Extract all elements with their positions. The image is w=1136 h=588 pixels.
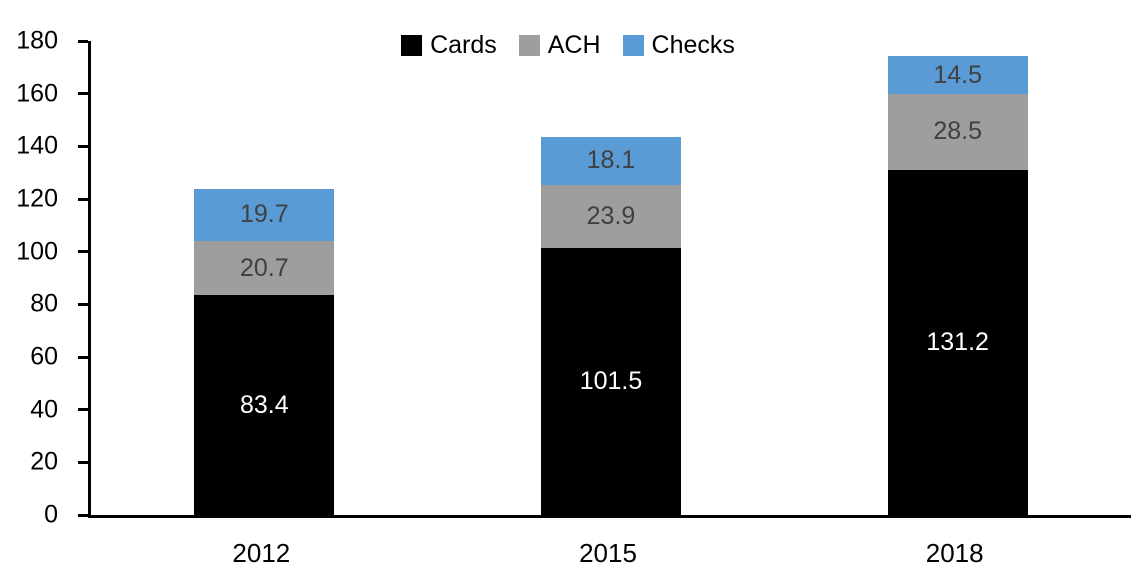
legend-item-ach: ACH xyxy=(518,31,601,59)
legend-label: Checks xyxy=(651,31,735,59)
legend-label: Cards xyxy=(430,31,497,59)
y-axis-tick-mark xyxy=(78,302,88,306)
y-axis-tick-label: 20 xyxy=(30,447,58,476)
segment-checks-2018: 14.5 xyxy=(887,56,1028,95)
y-axis-tick-label: 40 xyxy=(30,395,58,424)
y-axis-tick-label: 60 xyxy=(30,342,58,371)
y-axis-labels: 0 20 40 60 80 100 120 140 160 180 xyxy=(0,28,58,527)
y-axis-tick-mark xyxy=(78,460,88,464)
y-axis-tick-mark xyxy=(78,250,88,254)
segment-ach-2012: 20.7 xyxy=(194,240,335,296)
segment-cards-2012: 83.4 xyxy=(194,295,335,515)
bars: 19.7 20.7 83.4 18.1 23.9 101.5 14.5 28.5 131.2 xyxy=(91,41,1131,515)
legend-label: ACH xyxy=(547,31,601,59)
y-axis-tick-label: 0 xyxy=(44,500,58,529)
x-axis-tick-label: 2012 xyxy=(232,538,291,568)
y-axis-tick-mark xyxy=(78,92,88,96)
legend-item-cards: Cards xyxy=(401,33,497,58)
y-axis-tick-label: 140 xyxy=(16,131,58,160)
bar-2015: 18.1 23.9 101.5 xyxy=(541,137,681,515)
segment-cards-2015: 101.5 xyxy=(541,247,681,515)
y-axis-tick-mark xyxy=(78,355,88,359)
data-label: 20.7 xyxy=(239,253,289,282)
segment-ach-2015: 23.9 xyxy=(541,184,681,248)
segment-checks-2012: 19.7 xyxy=(194,189,335,241)
segment-cards-2018: 131.2 xyxy=(887,169,1028,515)
segment-checks-2015: 18.1 xyxy=(541,137,681,185)
plot-area: 19.7 20.7 83.4 18.1 23.9 101.5 14.5 28.5 131.2 xyxy=(78,39,1131,518)
data-label: 14.5 xyxy=(933,60,982,89)
y-axis-tick-mark xyxy=(78,39,88,43)
data-label: 28.5 xyxy=(933,117,982,146)
data-label: 131.2 xyxy=(926,327,989,356)
data-label: 19.7 xyxy=(239,200,289,229)
y-axis-tick-label: 160 xyxy=(16,79,58,108)
y-axis-tick-label: 180 xyxy=(16,26,58,55)
legend-swatch-icon xyxy=(622,35,644,56)
y-axis-tick-mark xyxy=(78,197,88,201)
y-axis-tick-mark xyxy=(78,513,88,517)
x-axis-tick-label: 2018 xyxy=(925,538,984,568)
data-label: 101.5 xyxy=(579,366,643,395)
data-label: 18.1 xyxy=(586,146,636,175)
legend-swatch-icon xyxy=(518,35,540,56)
legend-item-checks: Checks xyxy=(622,31,735,59)
legend-swatch-icon xyxy=(401,35,423,56)
chart-legend: Cards ACH Checks xyxy=(0,33,1136,58)
bar-2018: 14.5 28.5 131.2 xyxy=(887,56,1028,515)
x-axis-labels: 2012 2015 2018 xyxy=(88,540,1128,566)
data-label: 83.4 xyxy=(239,390,289,419)
data-label: 23.9 xyxy=(586,201,636,230)
y-axis-tick-mark xyxy=(78,408,88,412)
y-axis-tick-mark xyxy=(78,144,88,148)
x-axis-tick-label: 2015 xyxy=(579,538,637,568)
y-axis-tick-label: 100 xyxy=(16,237,58,266)
y-axis-tick-label: 120 xyxy=(16,184,58,213)
segment-ach-2018: 28.5 xyxy=(887,94,1028,170)
y-axis-tick-label: 80 xyxy=(30,289,58,318)
bar-2012: 19.7 20.7 83.4 xyxy=(194,189,335,515)
